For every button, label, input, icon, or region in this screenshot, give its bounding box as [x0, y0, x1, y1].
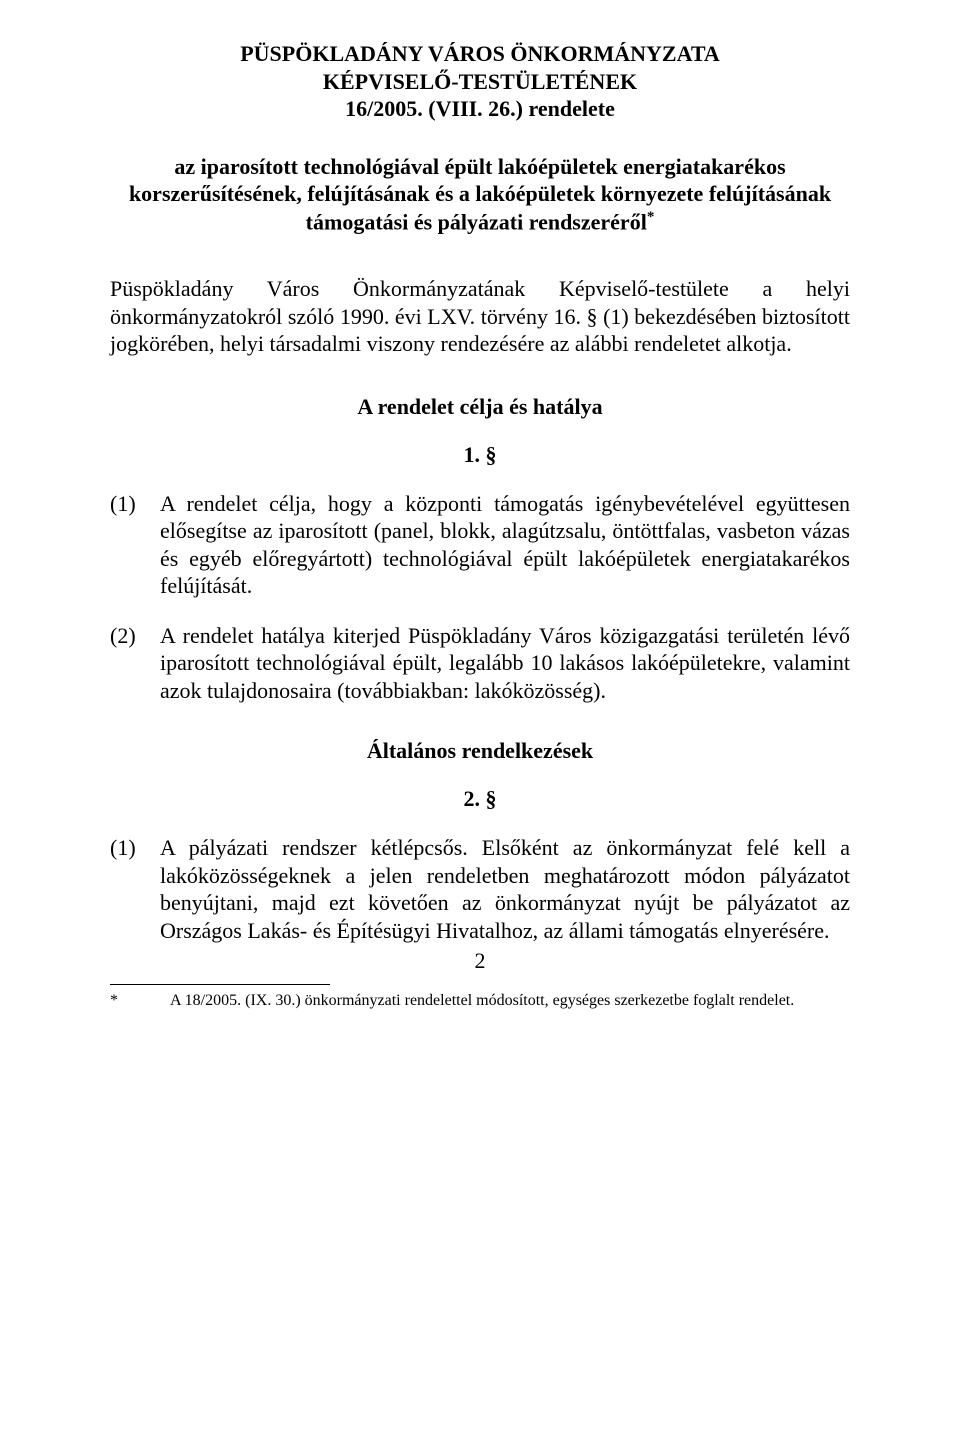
- footnote-mark: *: [110, 991, 170, 1010]
- item-text: A rendelet hatálya kiterjed Püspökladány…: [160, 622, 850, 705]
- item-text: A rendelet célja, hogy a központi támoga…: [160, 490, 850, 600]
- document-page: PÜSPÖKLADÁNY VÁROS ÖNKORMÁNYZATA KÉPVISE…: [0, 0, 960, 1440]
- section-2-number: 2. §: [110, 786, 850, 812]
- preamble-paragraph: Püspökladány Város Önkormányzatának Képv…: [110, 275, 850, 358]
- footnote-separator: [110, 984, 330, 985]
- section-2-heading: Általános rendelkezések: [110, 738, 850, 764]
- subtitle-text: az iparosított technológiával épült lakó…: [129, 154, 831, 234]
- title-line-1: PÜSPÖKLADÁNY VÁROS ÖNKORMÁNYZATA: [110, 40, 850, 68]
- section-1-item-2: (2) A rendelet hatálya kiterjed Püspökla…: [110, 622, 850, 705]
- item-number: (1): [110, 834, 160, 944]
- subtitle-asterisk: *: [647, 209, 655, 225]
- footnote: * A 18/2005. (IX. 30.) önkormányzati ren…: [110, 991, 850, 1010]
- section-1-number: 1. §: [110, 442, 850, 468]
- subtitle-block: az iparosított technológiával épült lakó…: [110, 153, 850, 236]
- title-line-3: 16/2005. (VIII. 26.) rendelete: [110, 95, 850, 123]
- item-number: (2): [110, 622, 160, 705]
- section-1-item-1: (1) A rendelet célja, hogy a központi tá…: [110, 490, 850, 600]
- item-number: (1): [110, 490, 160, 600]
- title-line-2: KÉPVISELŐ-TESTÜLETÉNEK: [110, 68, 850, 96]
- item-text: A pályázati rendszer kétlépcsős. Elsőkén…: [160, 834, 850, 944]
- title-block: PÜSPÖKLADÁNY VÁROS ÖNKORMÁNYZATA KÉPVISE…: [110, 40, 850, 123]
- section-1-heading: A rendelet célja és hatálya: [110, 394, 850, 420]
- page-number: 2: [110, 948, 850, 974]
- section-2-item-1: (1) A pályázati rendszer kétlépcsős. Els…: [110, 834, 850, 944]
- footnote-text: A 18/2005. (IX. 30.) önkormányzati rende…: [170, 991, 850, 1010]
